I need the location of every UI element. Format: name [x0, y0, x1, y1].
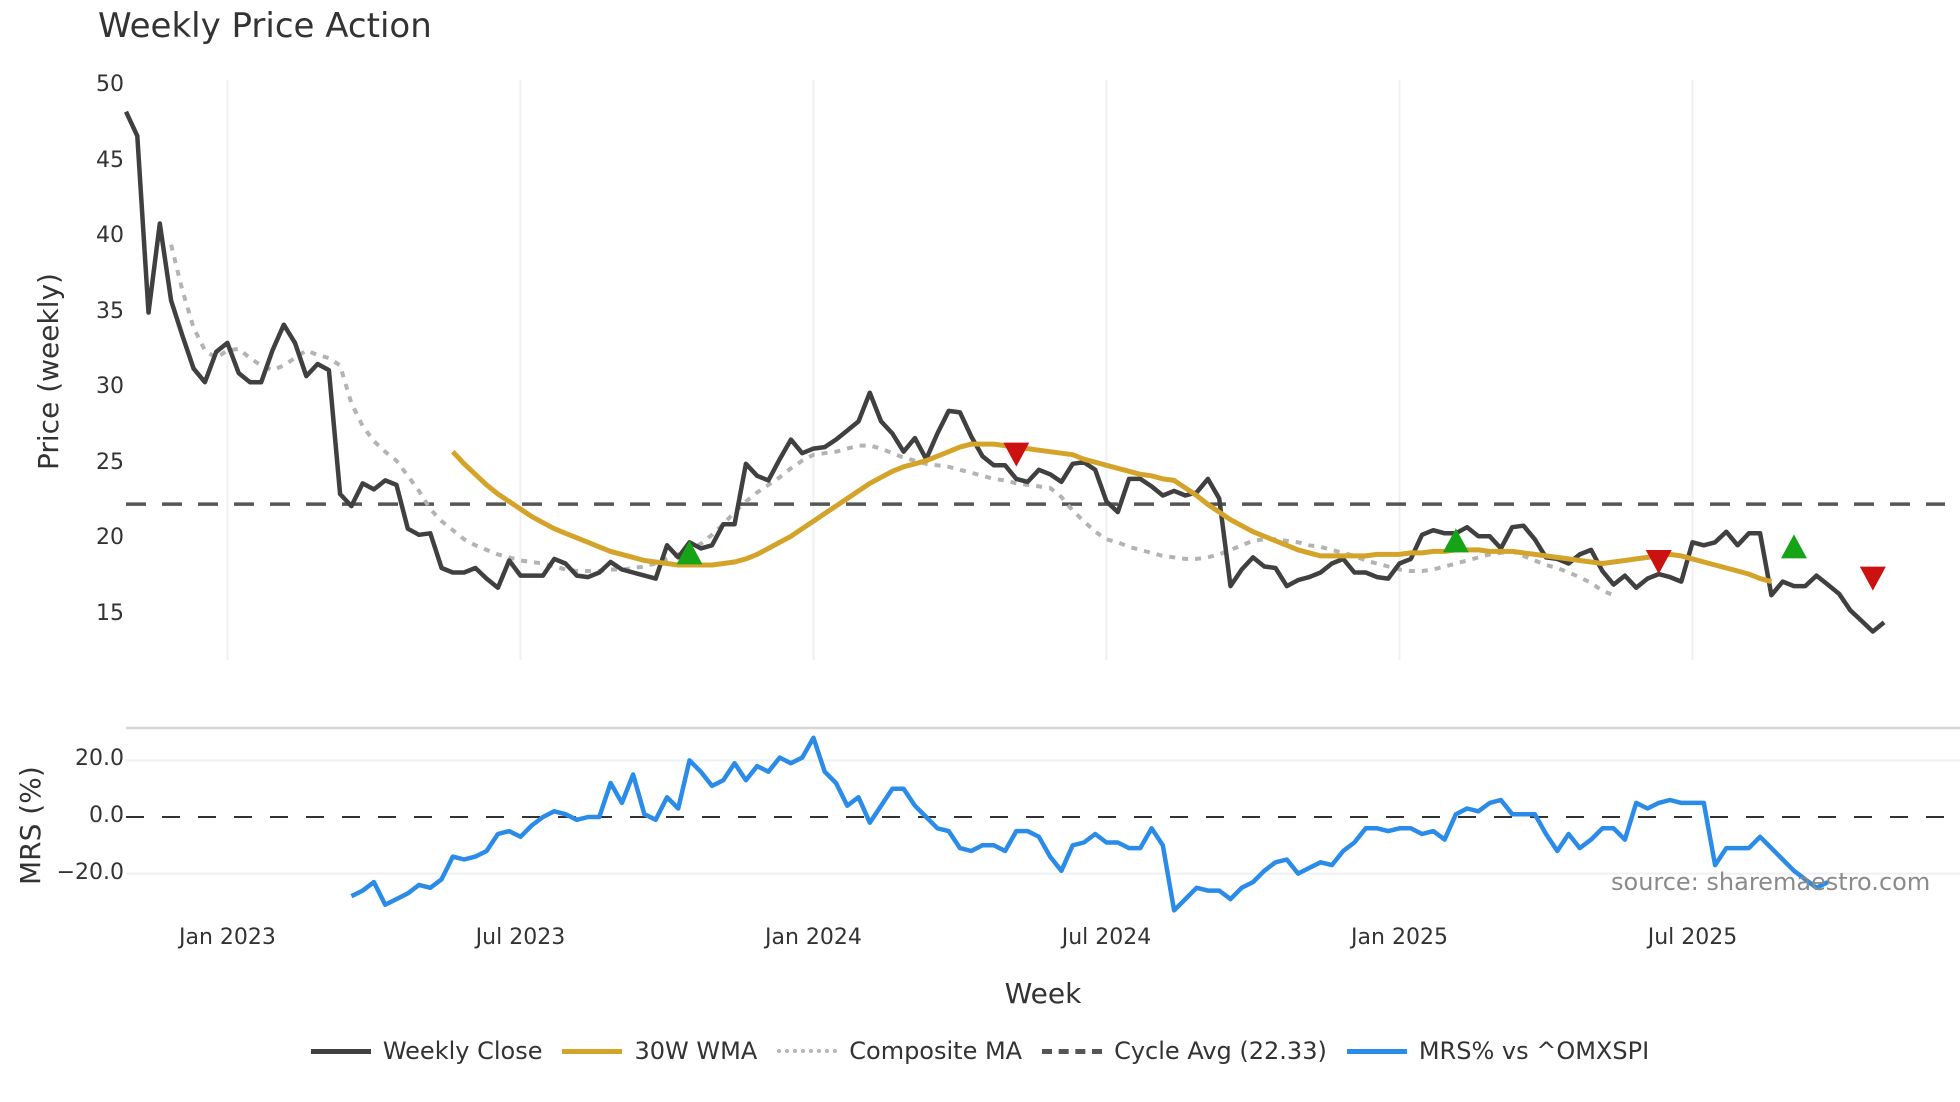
legend-item-cycle_avg: Cycle Avg (22.33): [1042, 1037, 1327, 1065]
legend: Weekly Close 30W WMA Composite MA Cycle Avg…: [0, 1037, 1960, 1065]
x-tick-label: Jan 2025: [1351, 925, 1448, 950]
price-y-tick: 30: [96, 374, 124, 400]
weekly-close-line: [123, 110, 1886, 634]
price-y-tick: 45: [96, 147, 124, 173]
legend-swatch-icon: [1042, 1048, 1103, 1054]
legend-label: MRS% vs ^OMXSPI: [1418, 1037, 1650, 1065]
legend-item-weekly_close: Weekly Close: [310, 1037, 543, 1065]
x-tick-label: Jan 2024: [765, 925, 862, 950]
price-y-tick: 25: [96, 449, 124, 475]
mrs-y-tick: −20.0: [56, 859, 124, 885]
sell-signal-marker-icon: [1859, 566, 1886, 591]
legend-swatch-icon: [562, 1048, 623, 1054]
x-tick-label: Jan 2023: [178, 925, 276, 950]
x-tick-label: Jul 2025: [1647, 925, 1738, 950]
legend-item-composite: Composite MA: [777, 1037, 1022, 1065]
legend-label: Cycle Avg (22.33): [1114, 1037, 1327, 1065]
legend-swatch-icon: [777, 1049, 838, 1053]
legend-item-wma: 30W WMA: [562, 1037, 757, 1065]
legend-label: Weekly Close: [382, 1037, 543, 1065]
price-y-tick: 15: [96, 600, 124, 626]
x-axis-label: Week: [1004, 977, 1082, 1010]
price-y-tick: 35: [96, 298, 124, 324]
x-tick-label: Jul 2023: [475, 925, 566, 950]
sell-signal-marker-icon: [1645, 549, 1672, 574]
legend-label: Composite MA: [849, 1037, 1023, 1065]
price-y-tick: 50: [96, 72, 124, 97]
chart-title: Weekly Price Action: [98, 6, 432, 46]
legend-item-mrs: MRS% vs ^OMXSPI: [1346, 1037, 1650, 1065]
mrs-line: [350, 735, 1829, 913]
legend-label: 30W WMA: [634, 1037, 758, 1065]
sell-signal-marker-icon: [1003, 442, 1030, 467]
wma-line: [450, 441, 1773, 585]
buy-signal-marker-icon: [676, 540, 703, 565]
source-note: source: sharemaestro.com: [1611, 868, 1931, 896]
mrs-y-tick: 0.0: [89, 803, 124, 828]
price-y-tick: 40: [96, 223, 124, 249]
legend-swatch-icon: [310, 1048, 371, 1054]
x-tick-label: Jul 2024: [1061, 925, 1152, 950]
price-y-tick: 20: [96, 525, 124, 551]
buy-signal-marker-icon: [1780, 534, 1807, 559]
buy-signal-marker-icon: [1442, 528, 1469, 553]
legend-swatch-icon: [1346, 1048, 1407, 1054]
composite-ma-line: [169, 244, 1615, 598]
mrs-y-tick: 20.0: [75, 746, 124, 772]
